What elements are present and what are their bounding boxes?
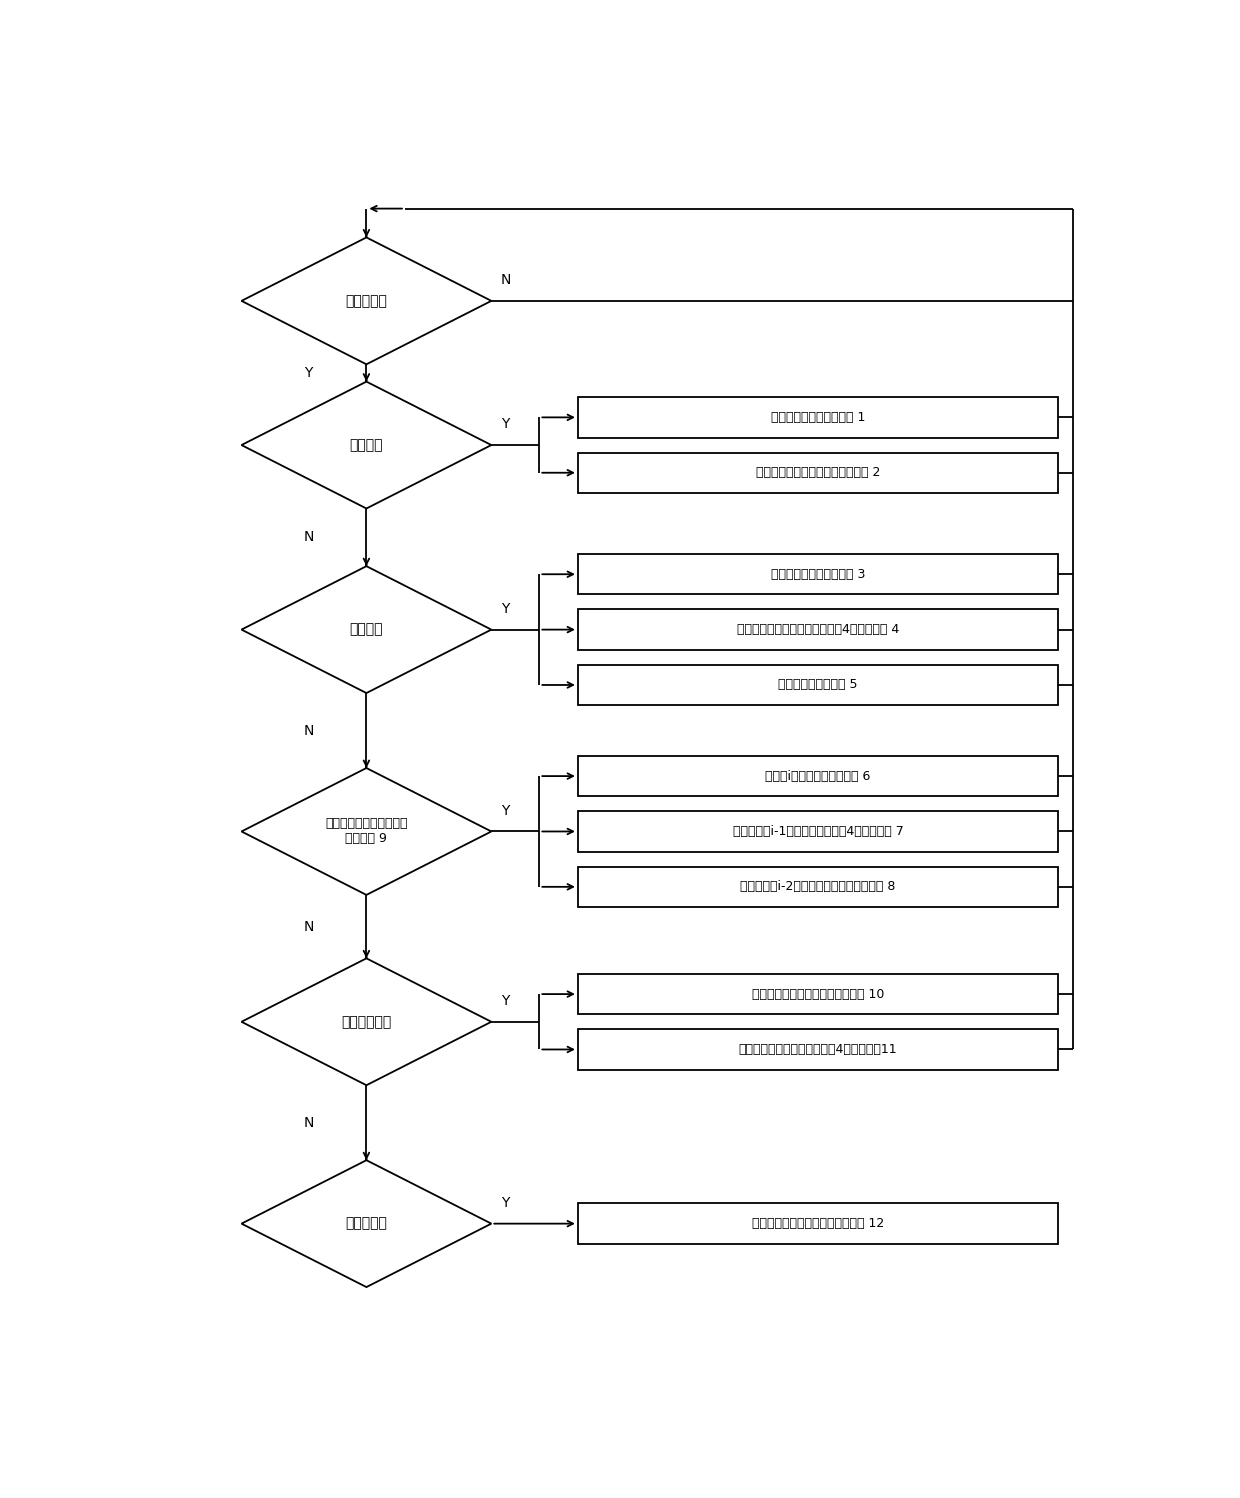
Polygon shape	[242, 237, 491, 364]
Text: 计算该点的双线性插值结果并输出 12: 计算该点的双线性插值结果并输出 12	[751, 1218, 884, 1230]
Text: Y: Y	[305, 366, 312, 380]
Text: 计算第i个点对应原图的坐标 6: 计算第i个点对应原图的坐标 6	[765, 770, 870, 782]
Text: 计算该点对应原图的坐标 1: 计算该点对应原图的坐标 1	[771, 410, 866, 424]
Text: N: N	[304, 724, 314, 737]
Bar	[578, 1029, 1058, 1070]
Polygon shape	[242, 1159, 491, 1287]
Bar	[578, 452, 1058, 493]
Bar	[578, 665, 1058, 706]
Text: 计算该点的双线性插值结果并输出 10: 计算该点的双线性插值结果并输出 10	[751, 987, 884, 1001]
Bar	[578, 867, 1058, 906]
Bar	[578, 974, 1058, 1014]
Text: 并行读取的灰度和计算的插值无效 2: 并行读取的灰度和计算的插值无效 2	[756, 466, 880, 479]
Polygon shape	[242, 768, 491, 894]
Bar	[578, 1203, 1058, 1243]
Text: Y: Y	[501, 602, 510, 616]
Polygon shape	[242, 959, 491, 1085]
Text: N: N	[501, 273, 511, 288]
Text: 最后一个点: 最后一个点	[346, 1216, 387, 1231]
Text: 并行读取最后一个点对应原图4个邻域灰度11: 并行读取最后一个点对应原图4个邻域灰度11	[739, 1043, 898, 1056]
Text: 第三个点开始并且不到最
后两个点 9: 第三个点开始并且不到最 后两个点 9	[325, 818, 408, 845]
Text: 倒数第二个点: 倒数第二个点	[341, 1014, 392, 1029]
Text: 并行读取前一个点对应原图坐标4个邻域灰度 4: 并行读取前一个点对应原图坐标4个邻域灰度 4	[737, 623, 899, 637]
Text: 有图像数据: 有图像数据	[346, 294, 387, 309]
Text: Y: Y	[501, 418, 510, 431]
Text: 计算该点对应原图的坐标 3: 计算该点对应原图的坐标 3	[771, 568, 866, 581]
Text: Y: Y	[501, 1195, 510, 1210]
Bar	[578, 756, 1058, 797]
Text: 并行读取第i-1个点对应原图坐标4个邻域灰度 7: 并行读取第i-1个点对应原图坐标4个邻域灰度 7	[733, 825, 904, 837]
Text: 第二个点: 第二个点	[350, 623, 383, 637]
Bar	[578, 397, 1058, 437]
Text: 第一个点: 第一个点	[350, 437, 383, 452]
Bar	[578, 812, 1058, 852]
Bar	[578, 554, 1058, 595]
Text: 并行计算的插值无效 5: 并行计算的插值无效 5	[779, 679, 858, 692]
Polygon shape	[242, 382, 491, 508]
Polygon shape	[242, 566, 491, 694]
Text: Y: Y	[501, 803, 510, 818]
Text: N: N	[304, 1116, 314, 1129]
Text: N: N	[304, 530, 314, 544]
Text: Y: Y	[501, 995, 510, 1008]
Text: N: N	[304, 920, 314, 933]
Text: 并行计算第i-2个点双线性插值结果并输出 8: 并行计算第i-2个点双线性插值结果并输出 8	[740, 881, 895, 893]
Bar	[578, 610, 1058, 650]
